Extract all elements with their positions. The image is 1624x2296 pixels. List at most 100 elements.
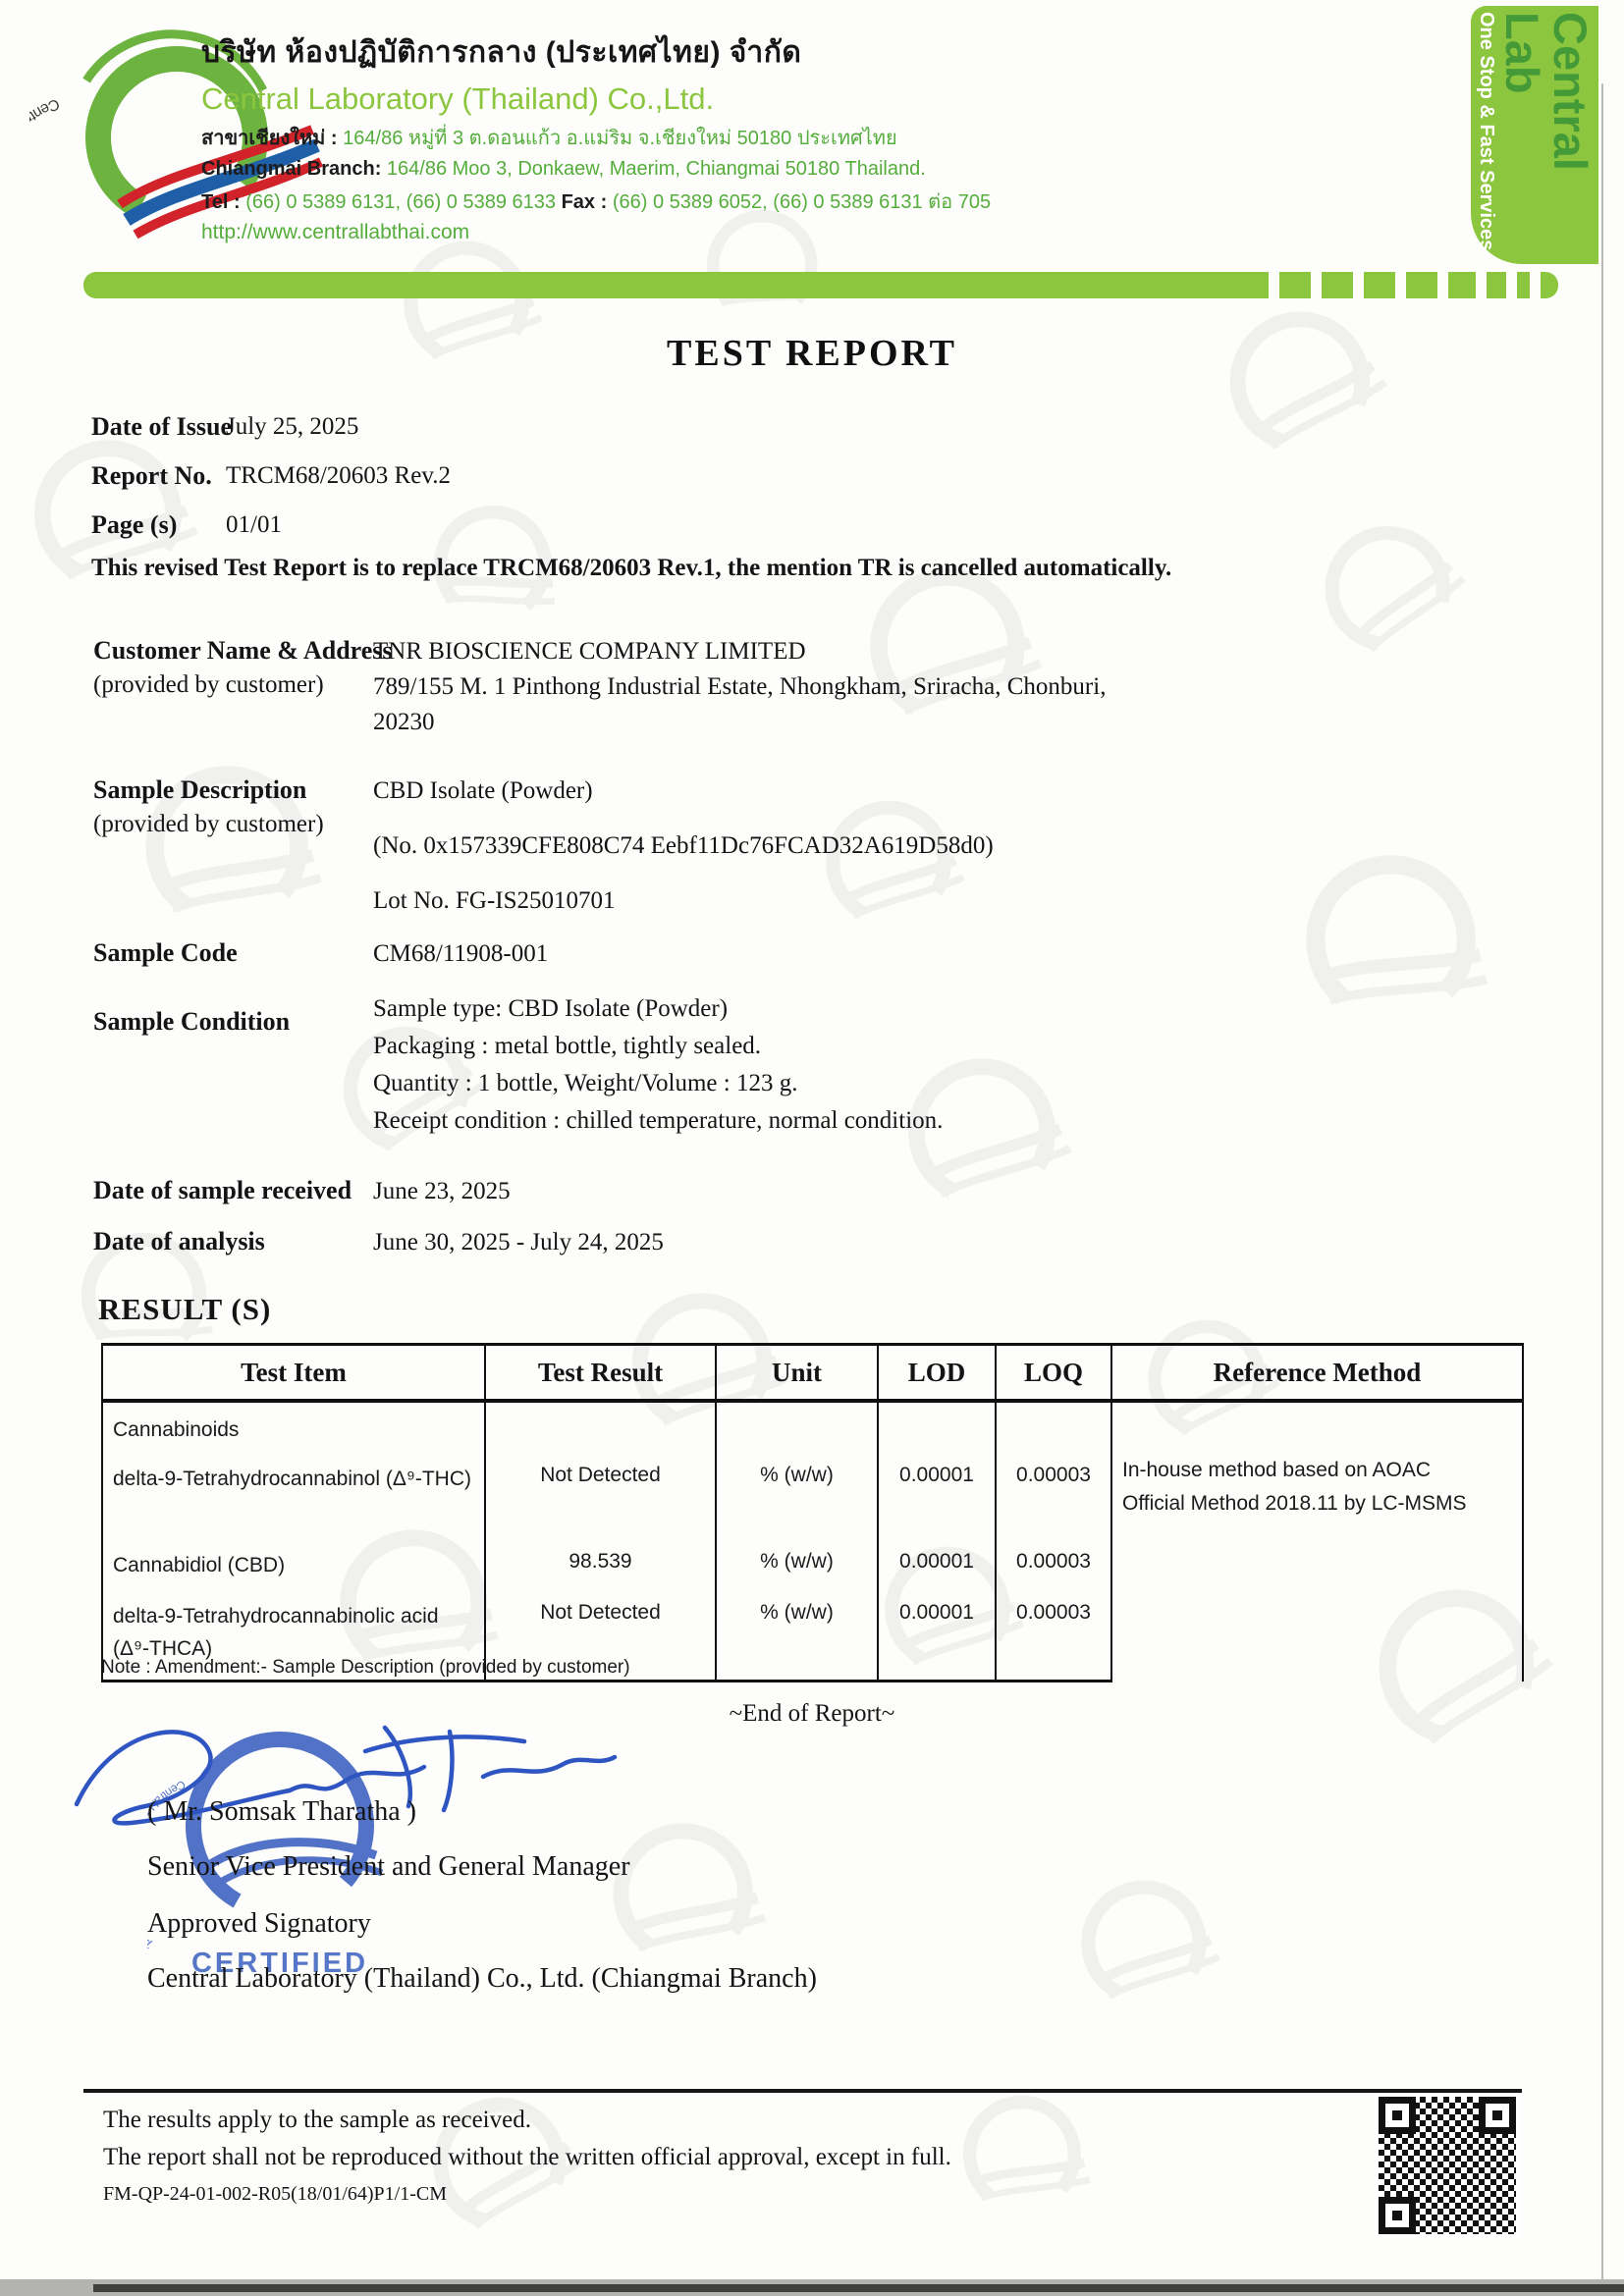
lod: 0.00001: [877, 1593, 997, 1682]
qr-code: [1375, 2093, 1520, 2238]
results-table: Test Item Test Result Unit LOD LOQ Refer…: [101, 1343, 1524, 1682]
date-analysis-value: June 30, 2025 - July 24, 2025: [373, 1229, 664, 1255]
meta-value: TRCM68/20603 Rev.2: [226, 462, 451, 489]
customer-name: TNR BIOSCIENCE COMPANY LIMITED: [373, 638, 806, 665]
sample-condition-3: Quantity : 1 bottle, Weight/Volume : 123…: [373, 1070, 798, 1096]
group-label: Cannabinoids: [101, 1401, 486, 1456]
footer-doc-code: FM-QP-24-01-002-R05(18/01/64)P1/1-CM: [103, 2183, 448, 2205]
q-watermark-icon: [884, 1041, 1080, 1237]
meta-row: Page (s) 01/01: [91, 510, 282, 550]
q-watermark-icon: [930, 2068, 1111, 2250]
sample-description-label: Sample Description: [93, 775, 307, 804]
sample-condition-label: Sample Condition: [93, 1007, 291, 1036]
sample-description-label-2: (provided by customer): [93, 811, 324, 837]
test-item: delta-9-Tetrahydrocannabinol (Δ⁹-THC): [101, 1456, 486, 1542]
q-watermark-icon: [805, 785, 972, 952]
col-loq: LOQ: [995, 1343, 1112, 1403]
test-result: Not Detected: [484, 1456, 717, 1542]
footer-statement-1: The results apply to the sample as recei…: [103, 2107, 531, 2133]
results-header-row: Test Item Test Result Unit LOD LOQ Refer…: [101, 1343, 1524, 1403]
sample-code-value: CM68/11908-001: [373, 940, 549, 967]
q-watermark-icon: [1060, 1865, 1227, 2032]
reference-method-cell: In-house method based on AOAC Official M…: [1110, 1401, 1524, 1682]
col-reference-method: Reference Method: [1110, 1343, 1524, 1403]
date-received-value: June 23, 2025: [373, 1178, 511, 1204]
test-item: delta-9-Tetrahydrocannabinolic acid (Δ⁹-…: [101, 1593, 486, 1682]
table-row-group: Cannabinoids In-house method based on AO…: [101, 1401, 1524, 1682]
sample-description-1: CBD Isolate (Powder): [373, 777, 593, 804]
test-result: 98.539: [484, 1542, 717, 1593]
lod: 0.00001: [877, 1542, 997, 1593]
central-lab-side-banner: One Stop & Fast Services Central Lab: [1471, 6, 1598, 264]
banner-title: Central Lab: [1496, 12, 1597, 171]
branch-address-thai: สาขาเชียงใหม่ : 164/86 หมู่ที่ 3 ต.ดอนแก…: [201, 128, 897, 149]
end-of-report: ~End of Report~: [729, 1700, 895, 1727]
signatory-name: ( Mr. Somsak Tharatha ): [147, 1796, 416, 1827]
phone-fax-line: Tel : (66) 0 5389 6131, (66) 0 5389 6133…: [201, 191, 992, 213]
green-divider-bar: [83, 272, 1558, 298]
lod: 0.00001: [877, 1456, 997, 1542]
unit: % (w/w): [715, 1593, 879, 1682]
col-unit: Unit: [715, 1343, 879, 1403]
svg-text:Central Laboratory (Thailand): Central Laboratory (Thailand) Co.,Ltd.: [29, 95, 62, 265]
col-test-result: Test Result: [484, 1343, 717, 1403]
meta-label: Date of Issue: [91, 412, 232, 441]
footer-statement-2: The report shall not be reproduced witho…: [103, 2144, 951, 2170]
branch-address-english: Chiangmai Branch: 164/86 Moo 3, Donkaew,…: [201, 158, 926, 180]
banner-subtitle: One Stop & Fast Services: [1475, 12, 1497, 251]
scan-bottom-shadow: [93, 2284, 1624, 2292]
q-watermark-icon: [1193, 280, 1409, 496]
signature-ink: [74, 1725, 618, 1826]
sample-condition-4: Receipt condition : chilled temperature,…: [373, 1107, 944, 1134]
table-row: delta-9-Tetrahydrocannabinol (Δ⁹-THC) No…: [101, 1456, 1523, 1542]
meta-row: Date of Issue July 25, 2025: [91, 412, 358, 452]
central-lab-logo-icon: Central Laboratory (Thailand) Co.,Ltd.: [29, 29, 324, 265]
table-row: delta-9-Tetrahydrocannabinolic acid (Δ⁹-…: [101, 1593, 1523, 1682]
signatory-title: Senior Vice President and General Manage…: [147, 1851, 630, 1882]
results-heading: RESULT (S): [98, 1292, 272, 1326]
q-watermark-icon: [1284, 489, 1494, 699]
certified-stamp-text: CERTIFIED: [190, 1948, 369, 1979]
website-url: http://www.centrallabthai.com: [201, 221, 470, 243]
certified-stamp-icon: Central Laboratory (Thailand) Co., Ltd.: [147, 1732, 384, 1951]
meta-row: Report No. TRCM68/20603 Rev.2: [91, 461, 451, 501]
qr-finder-icon: [1479, 2097, 1516, 2134]
qr-finder-icon: [1379, 2197, 1416, 2234]
test-item: Cannabidiol (CBD): [101, 1542, 486, 1593]
q-watermark-icon: [1256, 814, 1524, 1082]
test-result: Not Detected: [484, 1593, 717, 1682]
sample-description-3: Lot No. FG-IS25010701: [373, 887, 616, 914]
sample-description-2: (No. 0x157339CFE808C74 Eebf11Dc76FCAD32A…: [373, 832, 994, 859]
sample-condition-2: Packaging : metal bottle, tightly sealed…: [373, 1033, 762, 1059]
unit: % (w/w): [715, 1542, 879, 1593]
col-lod: LOD: [877, 1343, 997, 1403]
logo-curved-text: Central Laboratory (Thailand) Co.,Ltd.: [29, 95, 62, 265]
customer-label: Customer Name & Address: [93, 636, 393, 665]
meta-label: Page (s): [91, 510, 178, 539]
sample-code-label: Sample Code: [93, 938, 238, 967]
customer-address-2: 20230: [373, 709, 435, 735]
header-text-block: บริษัท ห้องปฏิบัติการกลาง (ประเทศไทย) จำ…: [201, 29, 1232, 244]
loq: 0.00003: [995, 1456, 1112, 1542]
meta-value: July 25, 2025: [226, 413, 359, 440]
loq: 0.00003: [995, 1593, 1112, 1682]
unit: % (w/w): [715, 1456, 879, 1542]
meta-label: Report No.: [91, 461, 212, 490]
customer-address-1: 789/155 M. 1 Pinthong Industrial Estate,…: [373, 673, 1107, 700]
loq: 0.00003: [995, 1542, 1112, 1593]
qr-finder-icon: [1379, 2097, 1416, 2134]
col-test-item: Test Item: [101, 1343, 486, 1403]
table-note: Note : Amendment:- Sample Description (p…: [101, 1657, 630, 1678]
footer-divider: [83, 2089, 1522, 2093]
sample-condition-1: Sample type: CBD Isolate (Powder): [373, 995, 729, 1022]
customer-label-2: (provided by customer): [93, 671, 324, 698]
company-name-english: Central Laboratory (Thailand) Co.,Ltd.: [201, 81, 715, 116]
table-row: Cannabidiol (CBD) 98.539 % (w/w) 0.00001…: [101, 1542, 1523, 1593]
scan-edge-line: [1601, 83, 1603, 2296]
meta-value: 01/01: [226, 511, 282, 538]
page-title: TEST REPORT: [667, 333, 957, 374]
company-name-thai: บริษัท ห้องปฏิบัติการกลาง (ประเทศไทย) จำ…: [201, 36, 802, 69]
date-analysis-label: Date of analysis: [93, 1227, 265, 1255]
signatory-role: Approved Signatory: [147, 1908, 371, 1939]
